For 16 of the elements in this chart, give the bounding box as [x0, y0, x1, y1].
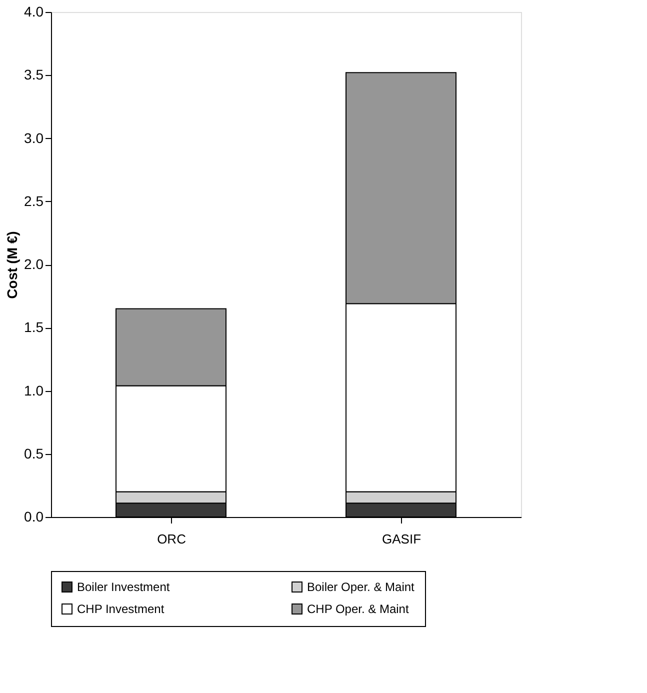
- legend-label: CHP Investment: [77, 602, 165, 616]
- y-tick-label: 3.0: [24, 130, 44, 146]
- y-tick-label: 2.0: [24, 256, 44, 272]
- y-axis-title: Cost (M €): [4, 231, 20, 299]
- y-tick-label: 1.5: [24, 319, 44, 336]
- legend-label: Boiler Oper. & Maint: [307, 580, 416, 594]
- y-tick-label: 2.5: [24, 192, 44, 209]
- x-tick-label: ORC: [157, 532, 186, 546]
- x-tick-label: GASIF: [382, 532, 422, 546]
- legend-label: CHP Oper. & Maint: [307, 602, 410, 616]
- y-tick-label: 4.0: [24, 4, 44, 20]
- y-tick-label: 3.5: [24, 66, 44, 83]
- legend-label: Boiler Investment: [77, 580, 170, 594]
- y-tick-label: 0.0: [24, 508, 44, 524]
- y-tick-label: 0.5: [24, 445, 44, 462]
- y-tick-label: 1.0: [24, 382, 44, 398]
